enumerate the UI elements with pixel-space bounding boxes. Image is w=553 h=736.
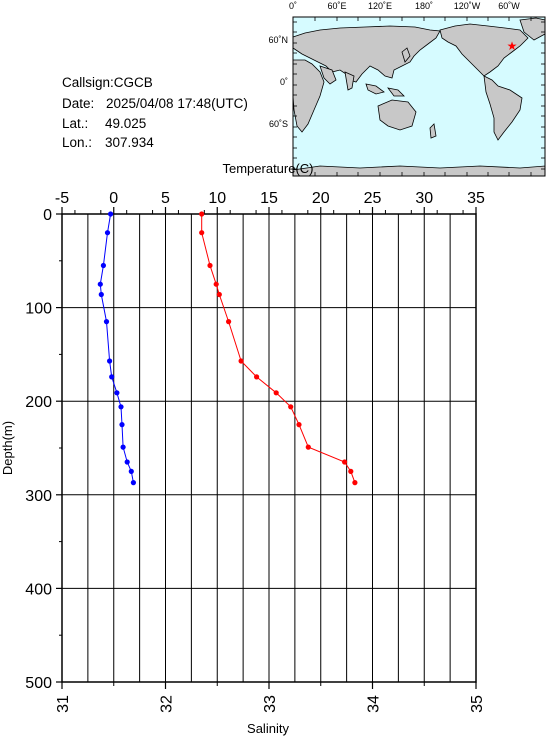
map-lat-label: 60˚S: [269, 119, 288, 129]
lon-row: Lon.: 307.934: [62, 136, 154, 150]
temperature-tick-label: 25: [364, 190, 382, 207]
temperature-tick-label: 5: [161, 190, 170, 207]
temperature-profile-line: [201, 214, 356, 483]
salinity-data-point: [109, 374, 115, 380]
salinity-data-point: [100, 262, 106, 269]
map-lat-label: 60˚N: [268, 35, 288, 45]
salinity-data-point: [103, 319, 110, 325]
depth-tick-label: 100: [25, 301, 52, 318]
map-ticks: [292, 17, 545, 176]
temperature-axis-title: Temperature(C): [222, 161, 313, 176]
temperature-tick-label: 15: [260, 190, 278, 207]
map-lat-labels: 60˚N 0˚ 60˚S: [268, 35, 288, 129]
date-label: Date:: [62, 96, 95, 111]
salinity-data-point: [108, 211, 114, 217]
salinity-data-point: [130, 480, 136, 486]
chart-series: [97, 211, 358, 486]
salinity-data-point: [98, 291, 104, 298]
salinity-data-point: [104, 230, 111, 236]
salinity-tick-label: 33: [262, 695, 279, 713]
temperature-data-point: [273, 390, 279, 396]
salinity-data-point: [107, 358, 113, 364]
lat-value: 49.025: [105, 116, 147, 131]
lon-value: 307.934: [105, 135, 154, 150]
salinity-tick-label: 32: [159, 695, 176, 713]
temperature-tick-label: 10: [208, 190, 226, 207]
temperature-data-point: [296, 422, 302, 428]
temperature-data-point: [207, 262, 213, 269]
date-value: 2025/04/08 17:48(UTC): [106, 96, 248, 111]
depth-tick-label: 500: [25, 675, 52, 692]
salinity-data-point: [118, 404, 124, 410]
map-lon-labels: 0˚ 60˚E 120˚E 180˚ 120˚W 60˚W: [289, 1, 520, 11]
temperature-data-point: [238, 358, 244, 364]
map-lon-label: 60˚E: [327, 1, 346, 11]
salinity-tick-label: 31: [55, 695, 72, 713]
temperature-data-point: [305, 444, 311, 450]
map-lon-label: 120˚W: [454, 1, 481, 11]
salinity-data-point: [124, 459, 130, 465]
salinity-data-point: [119, 422, 125, 428]
map-lon-label: 120˚E: [368, 1, 392, 11]
station-marker-icon: ★: [507, 39, 518, 53]
salinity-axis-title: Salinity: [247, 721, 289, 736]
lat-row: Lat.: 49.025: [62, 117, 146, 131]
map-frame: [292, 16, 546, 177]
temperature-tick-label: 35: [467, 190, 485, 207]
temperature-data-point: [348, 468, 354, 474]
temperature-data-point: [213, 281, 219, 287]
depth-tick-label: 300: [25, 488, 52, 505]
map-lat-label: 0˚: [280, 77, 288, 87]
temperature-tick-label: -5: [55, 190, 69, 207]
lat-label: Lat.:: [62, 116, 89, 131]
map-lon-label: 60˚W: [498, 1, 520, 11]
depth-tick-label: 400: [25, 581, 52, 598]
salinity-data-point: [97, 281, 103, 287]
temperature-data-point: [199, 230, 205, 236]
map-land: [292, 17, 546, 177]
world-map: ★ 0˚ 60˚E 120˚E 180˚ 120˚W 60˚W 60˚N 0˚ …: [268, 1, 546, 177]
depth-tick-label: 200: [25, 394, 52, 411]
temperature-data-point: [288, 404, 294, 410]
salinity-data-point: [114, 390, 120, 396]
map-lon-label: 0˚: [289, 1, 297, 11]
lon-label: Lon.:: [62, 135, 93, 150]
map-lon-label: 180˚: [415, 1, 433, 11]
temperature-tick-label: 0: [109, 190, 118, 207]
temperature-data-point: [352, 480, 358, 486]
depth-axis-title: Depth(m): [0, 421, 15, 475]
salinity-tick-label: 34: [366, 695, 383, 713]
temperature-data-point: [226, 319, 232, 325]
temperature-data-point: [254, 374, 260, 380]
callsign-text: Callsign:CGCB: [62, 75, 153, 90]
salinity-tick-label: 35: [469, 695, 486, 713]
salinity-data-point: [120, 444, 126, 450]
temperature-data-point: [216, 291, 222, 298]
date-row: Date: 2025/04/08 17:48(UTC): [62, 97, 248, 111]
temperature-data-point: [342, 459, 348, 465]
temperature-data-point: [199, 211, 205, 217]
depth-tick-label: 0: [43, 207, 52, 224]
salinity-profile-line: [99, 213, 134, 483]
temperature-tick-label: 20: [312, 190, 330, 207]
salinity-data-point: [128, 468, 134, 474]
temperature-tick-label: 30: [415, 190, 433, 207]
